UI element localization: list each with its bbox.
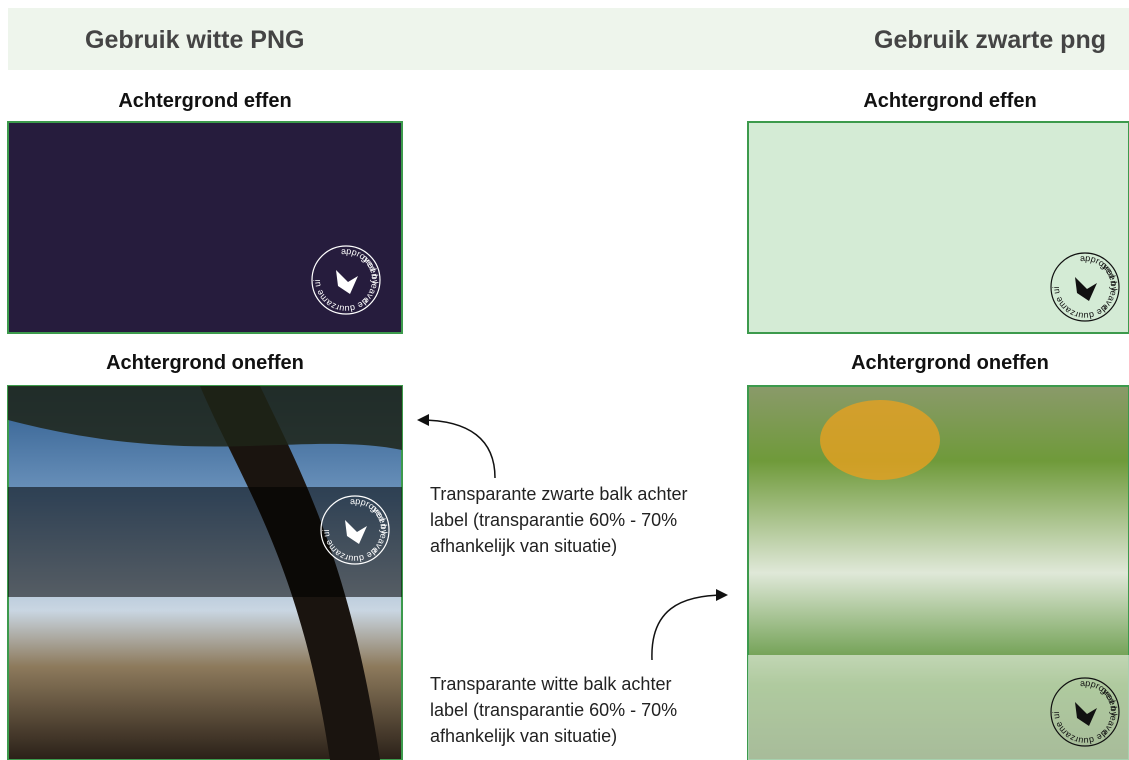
black-bar (8, 487, 402, 597)
subtitle: Achtergrond effen (118, 90, 291, 112)
yellow-flower (820, 400, 940, 480)
note-line: afhankelijk van situatie) (430, 726, 617, 746)
header-title: Gebruik zwarte png (874, 26, 1106, 54)
note-line: label (transparantie 60% - 70% (430, 510, 677, 530)
note-line: label (transparantie 60% - 70% (430, 700, 677, 720)
note-line: afhankelijk van situatie) (430, 536, 617, 556)
white-bar (748, 655, 1129, 760)
page: Gebruik witte PNG Gebruik zwarte png Ach… (0, 0, 1129, 760)
arrow (652, 595, 725, 660)
subtitle: Achtergrond oneffen (851, 352, 1049, 374)
subtitle: Achtergrond effen (863, 90, 1036, 112)
note-line: Transparante zwarte balk achter (430, 484, 687, 504)
subtitle: Achtergrond oneffen (106, 352, 304, 374)
header-title: Gebruik witte PNG (85, 26, 304, 54)
note-line: Transparante witte balk achter (430, 674, 671, 694)
canvas: Gebruik witte PNG Gebruik zwarte png Ach… (0, 0, 1129, 760)
arrow (420, 420, 495, 478)
light-panel (748, 122, 1129, 333)
dark-panel (8, 122, 402, 333)
